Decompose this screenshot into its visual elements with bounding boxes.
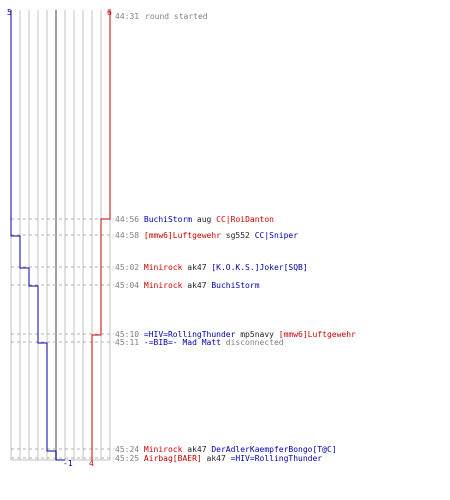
event-status: disconnected xyxy=(221,338,284,347)
event-row: 44:58 [mmw6]Luftgewehr sg552 CC|Sniper xyxy=(115,231,298,240)
event-time: 45:02 xyxy=(115,263,144,272)
event-time: 45:25 xyxy=(115,454,144,463)
red-player-name: [mmw6]Luftgewehr xyxy=(144,231,221,240)
red-player-name: Minirock xyxy=(144,281,183,290)
red-final-score-label: 4 xyxy=(89,459,94,468)
blue-player-name: -=BIB=- Mad Matt xyxy=(144,338,221,347)
event-dash-lines xyxy=(11,218,114,459)
event-time: 44:58 xyxy=(115,231,144,240)
event-weapon: ak47 xyxy=(182,263,211,272)
event-time: 45:11 xyxy=(115,338,144,347)
red-team-score-line xyxy=(91,10,111,460)
blue-start-score-label: 5 xyxy=(7,8,12,17)
event-time: 45:04 xyxy=(115,281,144,290)
blue-final-score-label: -1 xyxy=(63,459,73,468)
event-log: 44:56 BuchiStorm aug CC|RoiDanton 44:58 [… xyxy=(115,215,356,463)
event-time: 45:24 xyxy=(115,445,144,454)
event-row: 45:10 =HIV=RollingThunder mp5navy [mmw6]… xyxy=(115,330,356,339)
red-player-name: CC|RoiDanton xyxy=(216,215,274,224)
blue-player-name: DerAdlerKaempferBongo[T@C] xyxy=(211,445,336,454)
red-player-name: Minirock xyxy=(144,445,183,454)
event-weapon: mp5navy xyxy=(235,330,278,339)
round-start-message: round started xyxy=(145,12,208,21)
red-start-score-label: 6 xyxy=(107,8,112,17)
event-row: 45:24 Minirock ak47 DerAdlerKaempferBong… xyxy=(115,445,337,454)
event-weapon: ak47 xyxy=(182,445,211,454)
red-player-name: [mmw6]Luftgewehr xyxy=(279,330,356,339)
round-start-time: 44:31 xyxy=(115,12,139,21)
blue-team-score-line xyxy=(10,10,65,461)
event-row: 45:25 Airbag[BAER] ak47 =HIV=RollingThun… xyxy=(115,454,322,463)
blue-player-name: =HIV=RollingThunder xyxy=(144,330,236,339)
red-player-name: Minirock xyxy=(144,263,183,272)
event-time: 44:56 xyxy=(115,215,144,224)
blue-player-name: CC|Sniper xyxy=(255,231,299,240)
blue-player-name: BuchiStorm xyxy=(211,281,259,290)
event-weapon: sg552 xyxy=(221,231,255,240)
blue-player-name: =HIV=RollingThunder xyxy=(231,454,323,463)
event-weapon: ak47 xyxy=(202,454,231,463)
event-row: 45:04 Minirock ak47 BuchiStorm xyxy=(115,281,260,290)
event-time: 45:10 xyxy=(115,330,144,339)
blue-player-name: [K.O.K.S.]Joker[SQB] xyxy=(211,263,307,272)
event-row: 45:02 Minirock ak47 [K.O.K.S.]Joker[SQB] xyxy=(115,263,308,272)
blue-player-name: BuchiStorm xyxy=(144,215,192,224)
event-row: 45:11 -=BIB=- Mad Matt disconnected xyxy=(115,338,284,347)
red-player-name: Airbag[BAER] xyxy=(144,454,202,463)
event-row: 44:56 BuchiStorm aug CC|RoiDanton xyxy=(115,215,274,224)
event-weapon: aug xyxy=(192,215,216,224)
event-weapon: ak47 xyxy=(182,281,211,290)
